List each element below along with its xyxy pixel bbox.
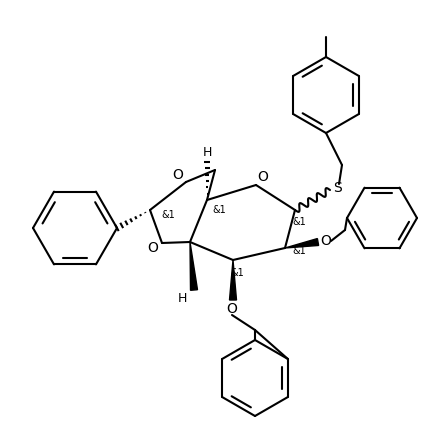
Polygon shape [285,238,318,248]
Polygon shape [229,260,237,300]
Text: O: O [257,170,268,184]
Text: &1: &1 [230,268,244,278]
Text: O: O [148,241,159,255]
Text: O: O [226,302,237,316]
Text: &1: &1 [292,217,306,227]
Text: H: H [202,146,212,158]
Text: S: S [334,181,342,195]
Text: &1: &1 [212,205,226,215]
Text: O: O [173,168,184,182]
Text: &1: &1 [292,246,306,256]
Polygon shape [190,242,198,290]
Text: &1: &1 [161,210,175,220]
Text: O: O [321,234,332,248]
Text: H: H [177,291,187,304]
